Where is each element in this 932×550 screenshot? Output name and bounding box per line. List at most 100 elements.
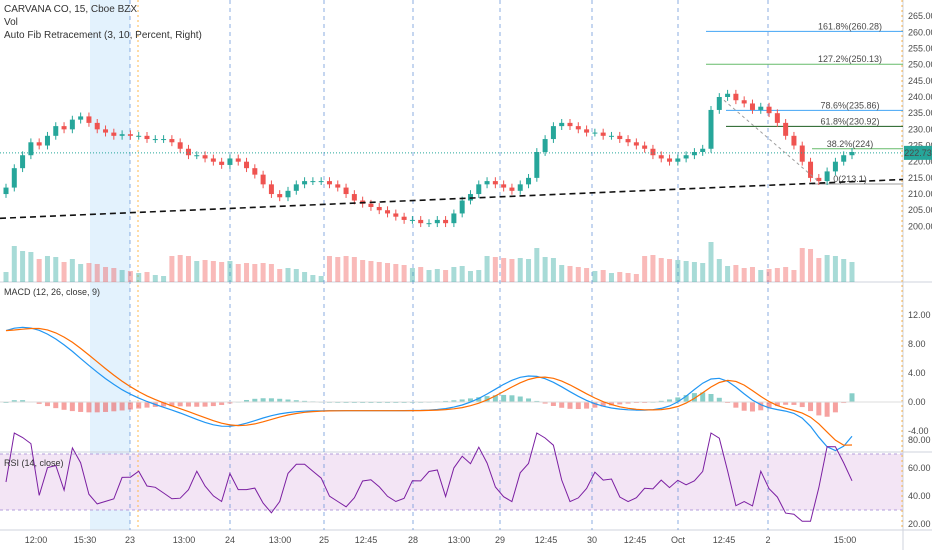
candle-body <box>144 135 150 140</box>
volume-bar <box>302 272 308 282</box>
macd-tick-label: -4.00 <box>908 426 929 436</box>
macd-tick-label: 0.00 <box>908 397 926 407</box>
candle-body <box>841 155 847 162</box>
macd-histogram-bar <box>277 398 283 402</box>
macd-histogram-bar <box>103 402 109 412</box>
macd-legend[interactable]: MACD (12, 26, close, 9) <box>4 287 101 297</box>
candle-body <box>658 155 664 159</box>
price-tick-label: 220.00 <box>908 157 932 167</box>
price-tick-label: 265.00 <box>908 11 932 21</box>
volume-bar <box>799 248 805 282</box>
candle-body <box>691 151 697 156</box>
macd-histogram-bar <box>302 400 308 402</box>
volume-bar <box>11 246 17 282</box>
volume-bar <box>409 268 415 282</box>
volume-bar <box>401 265 407 282</box>
fib-legend[interactable]: Auto Fib Retracement (3, 10, Percent, Ri… <box>4 30 202 41</box>
fib-level-label: 161.8%(260.28) <box>818 21 882 31</box>
volume-bar <box>492 257 498 282</box>
rsi-legend[interactable]: RSI (14, close) <box>4 458 64 468</box>
macd-histogram-bar <box>285 399 291 402</box>
candle-body <box>567 122 573 127</box>
volume-bar <box>832 256 838 282</box>
macd-histogram-bar <box>799 402 805 408</box>
candle-body <box>476 184 482 195</box>
candle-body <box>127 134 133 136</box>
price-tick-label: 250.00 <box>908 60 932 70</box>
volume-bar <box>584 268 590 282</box>
volume-bar <box>774 268 780 282</box>
volume-bar <box>210 261 216 282</box>
x-tick-label: 25 <box>319 535 329 545</box>
volume-bar <box>385 263 391 282</box>
candle-body <box>832 161 838 172</box>
candle-body <box>44 135 50 146</box>
volume-bar <box>111 268 117 282</box>
volume-bar <box>219 262 225 282</box>
candle-body <box>592 132 598 134</box>
volume-bar <box>227 261 233 282</box>
volume-bar <box>244 263 250 282</box>
macd-histogram-bar <box>617 402 623 405</box>
candle-body <box>774 113 780 123</box>
volume-bar <box>700 263 706 282</box>
volume-bar <box>725 266 731 282</box>
candle-body <box>111 132 117 136</box>
vol-legend[interactable]: Vol <box>4 17 18 28</box>
macd-tick-label: 12.00 <box>908 310 931 320</box>
price-tick-label: 200.00 <box>908 221 932 231</box>
macd-histogram-bar <box>119 402 125 411</box>
fib-level-label: 38.2%(224) <box>827 139 874 149</box>
volume-bar <box>608 273 614 282</box>
macd-histogram-bar <box>700 392 706 402</box>
macd-histogram-bar <box>741 402 747 411</box>
volume-bar <box>268 264 274 282</box>
candle-body <box>799 145 805 162</box>
macd-histogram-bar <box>451 400 457 402</box>
volume-bar <box>642 256 648 282</box>
candle-body <box>459 200 465 214</box>
macd-histogram-bar <box>733 402 739 408</box>
volume-bar <box>501 258 507 282</box>
x-tick-label: 12:45 <box>535 535 558 545</box>
x-tick-label: Oct <box>671 535 686 545</box>
volume-bar <box>293 269 299 282</box>
macd-histogram-bar <box>517 396 523 402</box>
candle-body <box>260 174 266 185</box>
macd-histogram-bar <box>816 402 822 416</box>
volume-bar <box>633 274 639 282</box>
macd-histogram-bar <box>185 402 191 407</box>
candle-body <box>509 187 515 191</box>
macd-histogram-bar <box>783 402 789 405</box>
macd-histogram-bar <box>766 402 772 409</box>
candle-body <box>816 177 822 182</box>
candle-body <box>136 135 142 137</box>
last-price-tag-label: 222.73 <box>904 148 932 158</box>
macd-histogram-bar <box>459 399 465 402</box>
macd-histogram-bar <box>625 402 631 404</box>
volume-bar <box>716 259 722 282</box>
macd-histogram-bar <box>69 402 75 412</box>
macd-histogram-bar <box>144 402 150 408</box>
candle-body <box>277 194 283 198</box>
candle-body <box>302 181 308 185</box>
volume-bar <box>393 264 399 282</box>
candle-body <box>152 139 158 141</box>
macd-histogram-bar <box>219 402 225 405</box>
volume-bar <box>443 270 449 282</box>
candle-body <box>584 129 590 133</box>
candle-body <box>849 151 855 156</box>
candle-body <box>94 122 100 130</box>
candle-body <box>285 190 291 198</box>
candle-body <box>194 155 200 157</box>
x-tick-label: 15:30 <box>74 535 97 545</box>
candle-body <box>418 219 424 224</box>
volume-bar <box>550 258 556 282</box>
candle-body <box>675 158 681 162</box>
macd-histogram-bar <box>484 396 490 402</box>
signal-line <box>5 327 853 446</box>
candle-body <box>61 126 67 130</box>
candle-body <box>3 187 9 195</box>
macd-histogram-bar <box>169 402 175 407</box>
